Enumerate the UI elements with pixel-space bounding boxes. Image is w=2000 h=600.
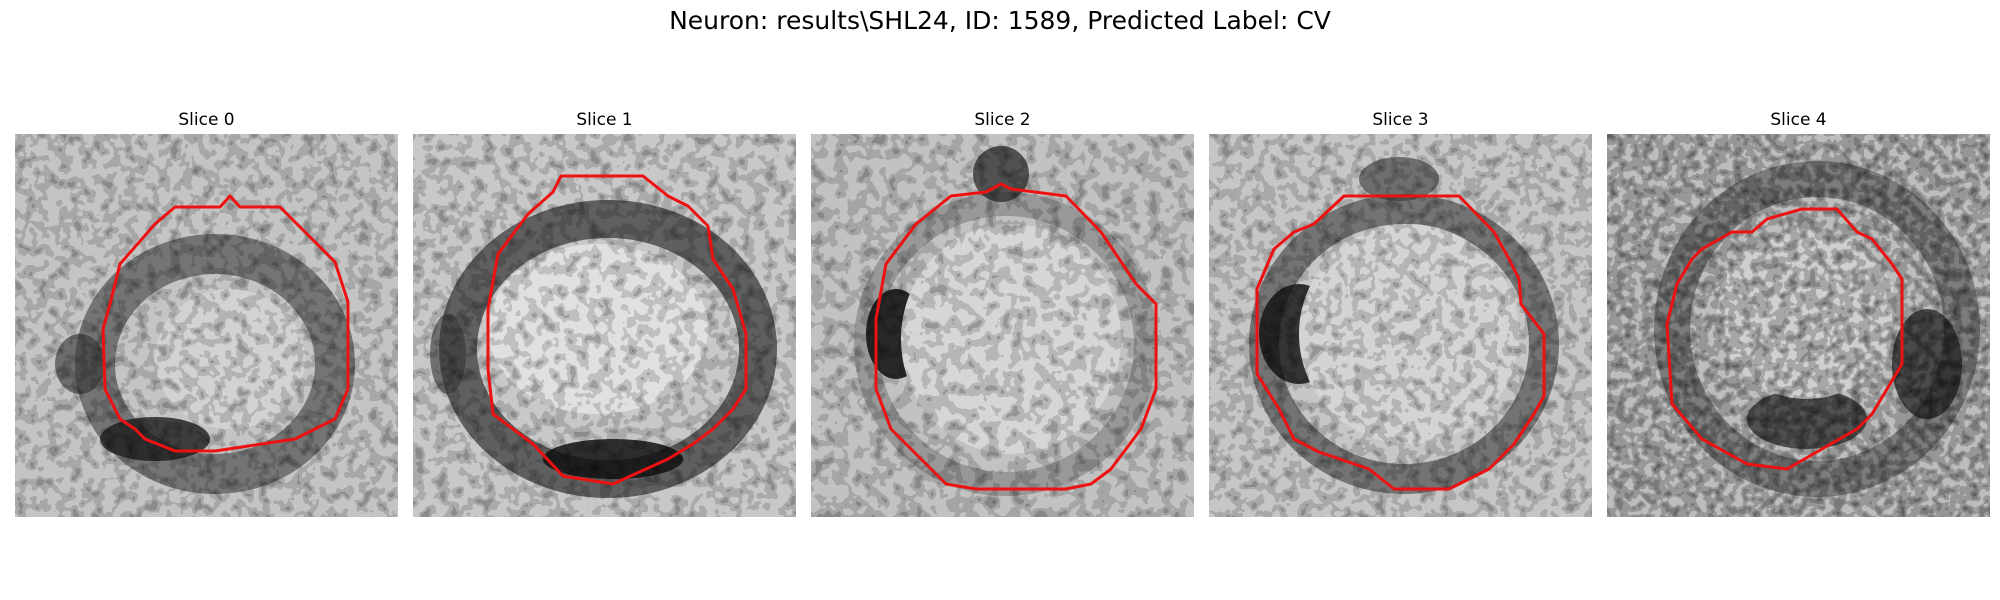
roi-contour [1665, 207, 1904, 471]
slice-panel-2: Slice 2 [811, 106, 1194, 517]
slice-image [15, 134, 398, 517]
slice-title: Slice 0 [178, 110, 235, 130]
slice-title: Slice 3 [1372, 110, 1429, 130]
slice-panel-0: Slice 0 [15, 106, 398, 517]
slice-image [413, 134, 796, 517]
slice-panel-3: Slice 3 [1209, 106, 1592, 517]
slice-panel-4: Slice 4 [1607, 106, 1990, 517]
slice-title: Slice 4 [1770, 110, 1827, 130]
roi-contour [101, 194, 350, 453]
slice-image [1607, 134, 1990, 517]
roi-contour [874, 182, 1158, 491]
slice-title: Slice 1 [576, 110, 633, 130]
roi-contour [1255, 194, 1546, 491]
slice-title: Slice 2 [974, 110, 1031, 130]
figure-title: Neuron: results\SHL24, ID: 1589, Predict… [669, 6, 1331, 35]
roi-contour [486, 174, 748, 486]
slice-image [811, 134, 1194, 517]
slice-panel-1: Slice 1 [413, 106, 796, 517]
slice-image [1209, 134, 1592, 517]
